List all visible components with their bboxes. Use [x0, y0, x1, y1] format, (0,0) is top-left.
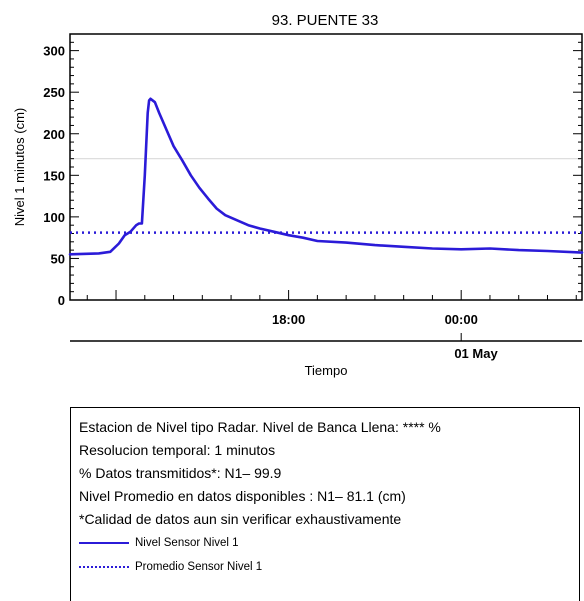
x-tick-label: 18:00	[272, 312, 305, 327]
y-tick-label: 50	[51, 251, 65, 266]
x-axis-label: Tiempo	[305, 363, 348, 378]
y-tick-label: 250	[43, 85, 65, 100]
chart-title: 93. PUENTE 33	[272, 12, 379, 29]
plot-frame	[69, 33, 583, 301]
chart: 93. PUENTE 33 0 50 100 150 200 250 300 18:00 00…	[12, 12, 584, 378]
series-line-nivel-sensor	[68, 97, 584, 256]
info-line-transmitted: % Datos transmitidos*: N1– 99.9	[79, 465, 282, 481]
y-tick-label: 0	[58, 293, 65, 308]
y-axis-label: Nivel 1 minutos (cm)	[12, 108, 27, 226]
info-line-resolution: Resolucion temporal: 1 minutos	[79, 442, 276, 458]
info-line-station: Estacion de Nivel tipo Radar. Nivel de B…	[79, 419, 441, 435]
legend-swatch-solid	[79, 542, 129, 544]
x-axis-ticks: 18:00 00:00	[86, 290, 577, 341]
series-layer	[68, 97, 584, 256]
info-line-quality: *Calidad de datos aun sin verificar exha…	[79, 511, 402, 527]
y-axis-ticks: 0 50 100 150 200 250 300	[43, 41, 582, 308]
info-line-average: Nivel Promedio en datos disponibles : N1…	[79, 488, 406, 504]
date-label: 01 May	[454, 346, 498, 361]
legend-label-solid: Nivel Sensor Nivel 1	[135, 537, 239, 549]
legend-swatch-dotted	[79, 566, 129, 568]
x-tick-label: 00:00	[445, 312, 478, 327]
y-tick-label: 200	[43, 127, 65, 142]
y-tick-label: 100	[43, 210, 65, 225]
y-tick-label: 150	[43, 168, 65, 183]
legend-label-dotted: Promedio Sensor Nivel 1	[135, 561, 263, 573]
y-tick-label: 300	[43, 44, 65, 59]
legend-item-dotted: Promedio Sensor Nivel 1	[79, 555, 579, 579]
legend-item-solid: Nivel Sensor Nivel 1	[79, 531, 579, 555]
info-box: Estacion de Nivel tipo Radar. Nivel de B…	[70, 407, 580, 601]
